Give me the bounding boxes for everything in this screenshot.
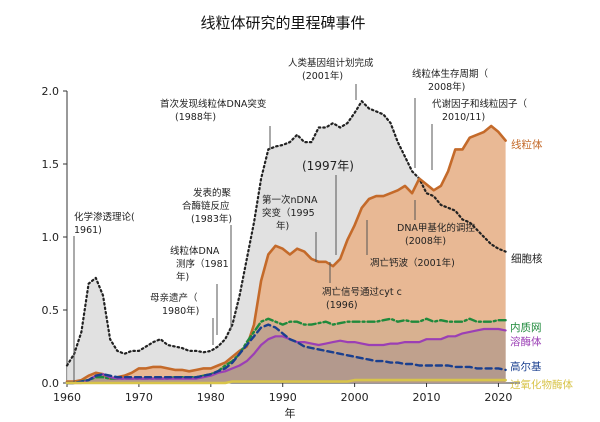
series-area-线粒体	[67, 126, 506, 383]
annotation-text: 首次发现线粒体DNA突变	[160, 98, 267, 110]
annotation-text: 突变（1995	[262, 207, 315, 219]
series-label-过氧化物酶体: 过氧化物酶体	[510, 378, 573, 391]
annotation-text: 1980年)	[162, 305, 199, 317]
annotation-text: (2008年)	[405, 235, 446, 247]
series-label-线粒体: 线粒体	[511, 138, 543, 151]
annotation-text: 代谢因子和线粒因子（	[432, 98, 528, 110]
y-tick-label: 0.5	[42, 304, 60, 317]
annotation-text: 年)	[176, 271, 189, 283]
annotation-text: 线粒体生存周期（	[412, 68, 489, 80]
annotation-text: 线粒体DNA	[170, 245, 220, 257]
x-tick-label: 1960	[53, 391, 81, 404]
series-line-溶酶体	[65, 327, 507, 385]
annotation-text: (1996)	[326, 300, 358, 311]
annotation-text: 1961)	[74, 225, 102, 236]
annotation-text: 2010/11)	[442, 112, 485, 123]
annotation-text: 母亲遗产（	[150, 292, 198, 304]
x-tick-label: 2000	[341, 391, 369, 404]
annotations: 化学渗透理论( 1961) 母亲遗产（ 1980年) 线粒体DNA 测序（198…	[73, 57, 528, 382]
series-line-高尔基	[65, 323, 507, 385]
series-layer	[65, 100, 507, 385]
annotation-text: 凋亡信号通过cyt c	[322, 286, 402, 298]
axes: 1960 1970 1980 1990 2000 2010 2020 0.0 0.5 1.0 1.5…	[42, 85, 520, 404]
series-line-细胞核	[65, 100, 507, 367]
annotation-text: 人类基因组计划完成	[288, 57, 374, 69]
annotation-text: 测序（1981	[176, 258, 229, 270]
series-label-内质网: 内质网	[510, 321, 542, 334]
x-tick-label: 2010	[413, 391, 441, 404]
annotation-text: 2008年)	[428, 81, 465, 93]
x-tick-label: 1980	[197, 391, 225, 404]
x-tick-label: 2020	[484, 391, 512, 404]
series-line-过氧化物酶体	[65, 378, 507, 385]
series-line-线粒体	[65, 124, 507, 383]
annotation-text: 年)	[276, 220, 289, 232]
annotation-text: DNA甲基化的调控	[397, 222, 475, 234]
annotation-text: (1988年)	[175, 111, 216, 123]
annotation-text: 凋亡钙波（2001年)	[370, 257, 455, 269]
series-label-细胞核: 细胞核	[511, 252, 543, 265]
annotation-text: 发表的聚	[193, 187, 232, 199]
y-tick-label: 1.5	[42, 158, 60, 171]
y-tick-label: 0.0	[42, 377, 60, 390]
series-area-溶酶体	[67, 329, 506, 383]
annotation-text: 合酶链反应	[182, 200, 230, 212]
annotation-text: (1983年)	[191, 213, 232, 225]
annotation-text: 第一次nDNA	[262, 194, 318, 206]
series-label-溶酶体: 溶酶体	[510, 335, 542, 348]
series-area-内质网	[67, 318, 506, 383]
chart-title: 线粒体研究的里程碑事件	[200, 14, 365, 32]
annotation-text: (2001年)	[302, 70, 343, 82]
annotation-text: 化学渗透理论(	[74, 211, 135, 223]
series-area-高尔基	[67, 324, 506, 383]
y-tick-label: 2.0	[42, 85, 60, 98]
x-tick-label: 1970	[125, 391, 153, 404]
series-label-高尔基: 高尔基	[510, 360, 542, 373]
x-axis-label: 年	[285, 406, 296, 420]
x-tick-label: 1990	[269, 391, 297, 404]
annotation-text: (1997年)	[302, 159, 354, 173]
y-tick-label: 1.0	[42, 231, 60, 244]
